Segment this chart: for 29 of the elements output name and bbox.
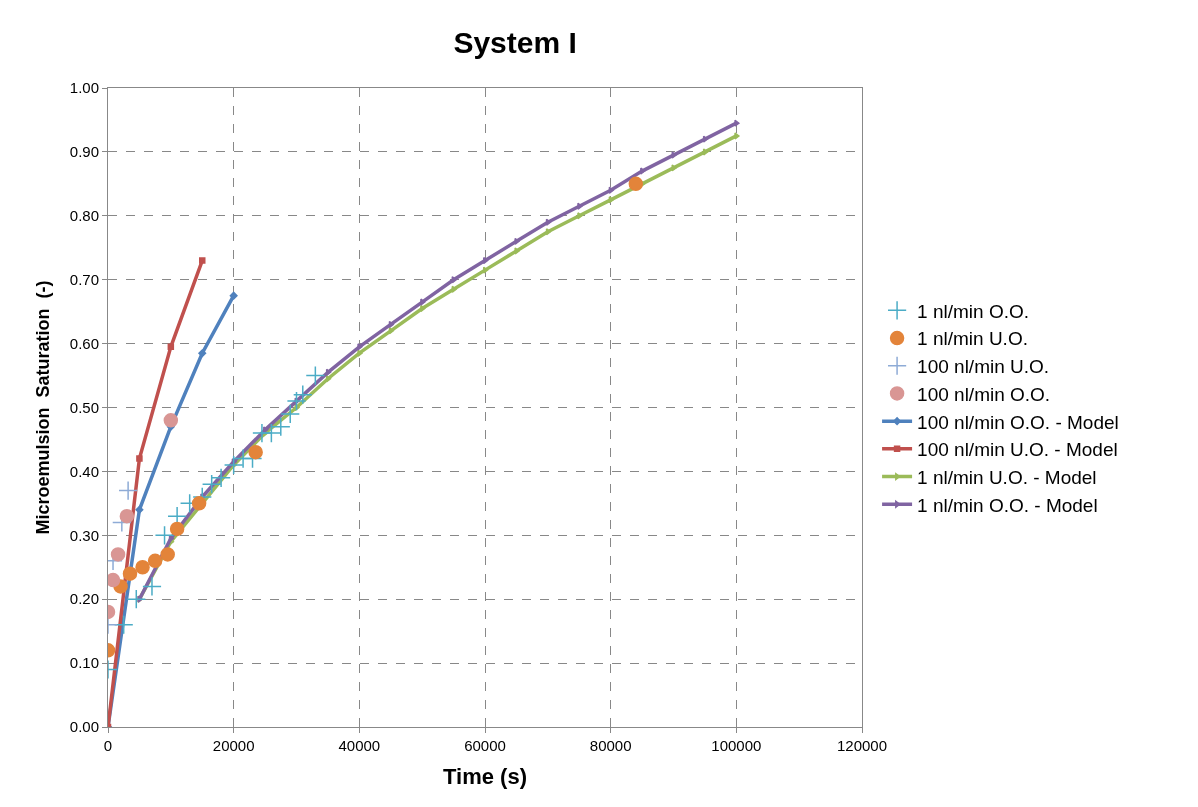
y-tick-label: 0.40 bbox=[69, 462, 99, 480]
y-axis-title: Microemulsion Saturation (-) bbox=[33, 280, 53, 535]
legend-label: 100 nl/min O.O. bbox=[917, 383, 1051, 405]
chart-title: System I bbox=[453, 26, 577, 60]
legend-label: 100 nl/min O.O. - Model bbox=[917, 411, 1119, 433]
y-tick-label: 0.80 bbox=[69, 207, 99, 225]
y-tick-label: 0.50 bbox=[69, 398, 99, 416]
y-tick-label: 1.00 bbox=[69, 79, 99, 97]
x-tick-label: 0 bbox=[103, 737, 113, 754]
x-tick-label: 60000 bbox=[464, 737, 506, 754]
x-axis-title: Time (s) bbox=[443, 763, 527, 789]
y-tick-label: 0.20 bbox=[69, 590, 99, 608]
y-tick-label: 0.60 bbox=[69, 334, 99, 352]
legend-label: 100 nl/min U.O. - Model bbox=[917, 439, 1118, 461]
legend-label: 1 nl/min O.O. bbox=[917, 300, 1029, 322]
x-tick-label: 120000 bbox=[836, 737, 888, 754]
legend-label: 1 nl/min U.O. - Model bbox=[917, 466, 1097, 488]
legend-label: 1 nl/min U.O. bbox=[917, 328, 1028, 350]
y-tick-label: 0.30 bbox=[69, 526, 99, 544]
y-tick-label: 0.90 bbox=[69, 143, 99, 161]
x-tick-label: 100000 bbox=[711, 737, 762, 754]
x-tick-label: 40000 bbox=[338, 737, 381, 754]
legend-label: 1 nl/min O.O. - Model bbox=[917, 494, 1098, 516]
x-tick-label: 80000 bbox=[589, 737, 632, 754]
y-tick-label: 0.10 bbox=[69, 654, 99, 672]
x-tick-label: 20000 bbox=[212, 737, 255, 754]
y-tick-label: 0.70 bbox=[69, 270, 99, 288]
legend-label: 100 nl/min U.O. bbox=[917, 356, 1050, 378]
y-tick-label: 0.00 bbox=[69, 718, 99, 736]
